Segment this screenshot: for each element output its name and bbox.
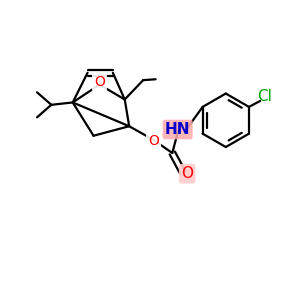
Text: O: O: [94, 75, 105, 89]
Text: Cl: Cl: [257, 89, 272, 104]
Text: HN: HN: [165, 122, 190, 137]
Text: O: O: [148, 134, 159, 148]
Text: O: O: [181, 166, 193, 181]
